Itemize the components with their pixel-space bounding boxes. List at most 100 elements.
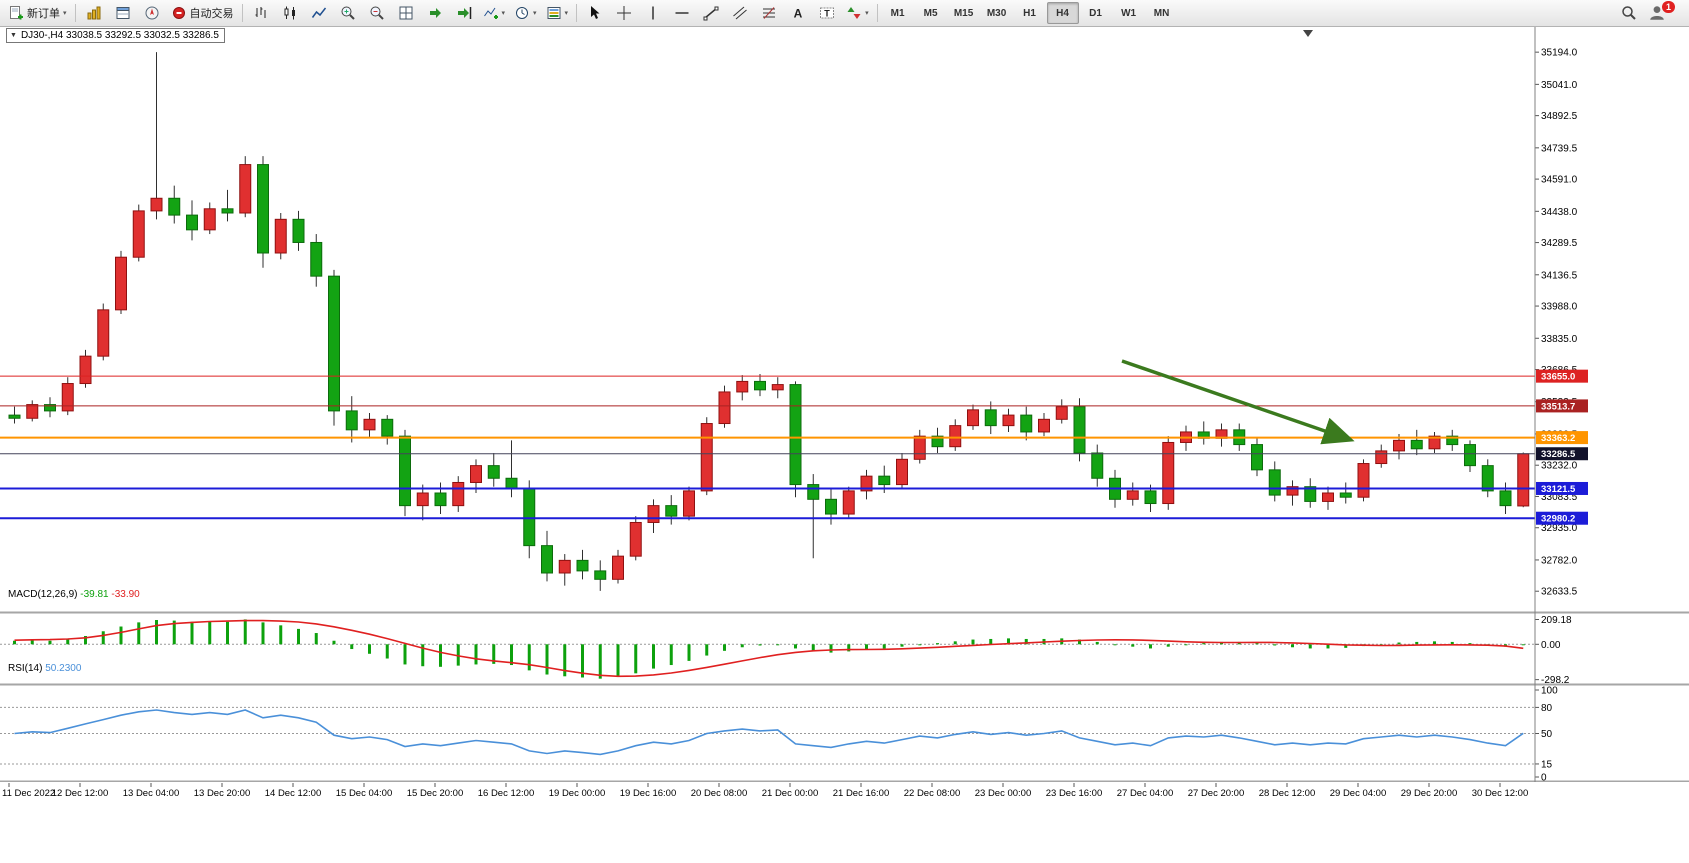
auto-scroll-button[interactable] xyxy=(421,2,449,24)
templates-button[interactable]: ▾ xyxy=(542,2,573,24)
symbol-info-box[interactable]: ▼ DJ30-,H4 33038.5 33292.5 33032.5 33286… xyxy=(6,28,225,43)
market-watch-button[interactable] xyxy=(80,2,108,24)
timeframe-m15-button[interactable]: M15 xyxy=(953,7,974,19)
text-icon: A xyxy=(794,7,803,21)
text-button[interactable]: A xyxy=(784,2,812,24)
candle xyxy=(416,492,429,507)
auto-trading-button[interactable]: 自动交易 xyxy=(167,2,238,24)
svg-text:29 Dec 04:00: 29 Dec 04:00 xyxy=(1330,788,1387,799)
price-badge xyxy=(1536,431,1588,445)
zoom-out-icon xyxy=(370,6,384,20)
svg-text:15: 15 xyxy=(1541,759,1553,770)
timeframe-w1-button[interactable]: W1 xyxy=(1121,7,1137,19)
cursor-icon xyxy=(591,6,600,19)
svg-text:13 Dec 20:00: 13 Dec 20:00 xyxy=(194,788,251,799)
candle xyxy=(736,380,749,393)
account-button[interactable]: 1 xyxy=(1644,1,1679,24)
candle xyxy=(825,498,837,515)
symbol-marker-icon: ▼ xyxy=(10,32,17,39)
horizontal-line-button[interactable] xyxy=(668,2,696,24)
timeframe-m30-button[interactable]: M30 xyxy=(986,7,1007,19)
chart-canvas[interactable]: 35194.0 35041.0 34892.5 34739.5 34591.0 34438… xyxy=(0,27,1689,801)
crosshair-button[interactable] xyxy=(610,2,638,24)
candle xyxy=(541,545,553,574)
svg-text:16 Dec 12:00: 16 Dec 12:00 xyxy=(478,788,535,799)
tile-windows-button[interactable] xyxy=(392,2,420,24)
candlestick-chart-button[interactable] xyxy=(276,2,304,24)
timeframe-h1-button[interactable]: H1 xyxy=(1023,7,1036,19)
data-window-button[interactable] xyxy=(109,2,137,24)
candle xyxy=(79,355,92,385)
candle xyxy=(878,475,891,486)
svg-text:20 Dec 08:00: 20 Dec 08:00 xyxy=(691,788,748,799)
candle xyxy=(399,435,411,507)
zoom-out-button[interactable] xyxy=(363,2,391,24)
candle xyxy=(1091,452,1104,479)
navigator-button[interactable] xyxy=(138,2,166,24)
vertical-line-button[interactable] xyxy=(639,2,667,24)
timeframe-m5-button[interactable]: M5 xyxy=(923,7,938,19)
svg-text:28 Dec 12:00: 28 Dec 12:00 xyxy=(1259,788,1316,799)
tile-windows-icon xyxy=(399,6,413,20)
timeframe-d1-button[interactable]: D1 xyxy=(1089,7,1102,19)
fibonacci-button[interactable] xyxy=(755,2,783,24)
candle xyxy=(594,570,607,580)
horizontal-line-objects[interactable]: 33655.0 33513.7 33363.2 33286.5 33121.5 32980… xyxy=(0,369,1588,525)
line-chart-button[interactable] xyxy=(305,2,333,24)
candle xyxy=(61,383,74,412)
rsi-panel: 100 80 50 15 0 xyxy=(0,686,1558,784)
text-label-button[interactable]: T xyxy=(813,2,841,24)
arrows-tool-icon xyxy=(847,7,861,19)
toolbar-separator xyxy=(74,4,76,22)
chevron-down-icon: ▾ xyxy=(564,9,569,17)
candle xyxy=(1304,486,1317,502)
candle xyxy=(1251,444,1263,471)
periods-button[interactable]: ▾ xyxy=(510,2,541,24)
timeframe-mn-button[interactable]: MN xyxy=(1153,7,1170,19)
svg-text:21 Dec 00:00: 21 Dec 00:00 xyxy=(762,788,819,799)
candle xyxy=(1002,414,1015,427)
candle xyxy=(239,164,252,214)
chevron-down-icon: ▾ xyxy=(533,9,537,17)
price-badge xyxy=(1536,369,1588,383)
rsi-value: 50.2300 xyxy=(45,663,82,674)
candle xyxy=(771,384,784,391)
zoom-in-button[interactable] xyxy=(334,2,362,24)
svg-text:30 Dec 12:00: 30 Dec 12:00 xyxy=(1472,788,1529,799)
candle xyxy=(1357,463,1370,498)
timeframe-m1-button[interactable]: M1 xyxy=(890,7,905,19)
vertical-line-icon xyxy=(652,6,654,20)
svg-text:T: T xyxy=(824,9,830,19)
new-order-button[interactable]: 新订单 ▾ xyxy=(4,2,71,24)
new-order-label: 新订单 xyxy=(27,8,60,20)
trend-arrow-object[interactable] xyxy=(1121,359,1355,445)
channel-button[interactable] xyxy=(726,2,754,24)
candlestick-chart-icon xyxy=(284,6,295,20)
svg-text:27 Dec 04:00: 27 Dec 04:00 xyxy=(1117,788,1174,799)
toolbar-separator xyxy=(876,4,878,22)
navigator-icon xyxy=(145,6,159,20)
indicators-button[interactable]: ▾ xyxy=(479,2,510,24)
candle xyxy=(1481,465,1494,492)
svg-text:35194.0: 35194.0 xyxy=(1541,48,1578,59)
candle xyxy=(203,208,216,231)
timeframe-h4-button[interactable]: H4 xyxy=(1046,2,1079,24)
arrows-tool-button[interactable]: ▾ xyxy=(842,2,873,24)
candle xyxy=(115,256,127,311)
candle xyxy=(1055,406,1068,420)
candle xyxy=(860,475,873,492)
candle xyxy=(168,197,181,216)
macd-label: MACD(12,26,9) xyxy=(8,589,78,600)
macd-header: MACD(12,26,9) -39.81 -33.90 xyxy=(8,589,140,600)
candle xyxy=(132,210,145,258)
trendline-button[interactable] xyxy=(697,2,725,24)
candle xyxy=(8,414,21,419)
search-button[interactable] xyxy=(1615,2,1643,24)
candle xyxy=(683,490,695,517)
market-watch-icon xyxy=(87,6,101,20)
svg-text:35041.0: 35041.0 xyxy=(1541,80,1578,91)
bar-chart-button[interactable] xyxy=(247,2,275,24)
chart-shift-button[interactable] xyxy=(450,2,478,24)
cursor-button[interactable] xyxy=(581,2,609,24)
